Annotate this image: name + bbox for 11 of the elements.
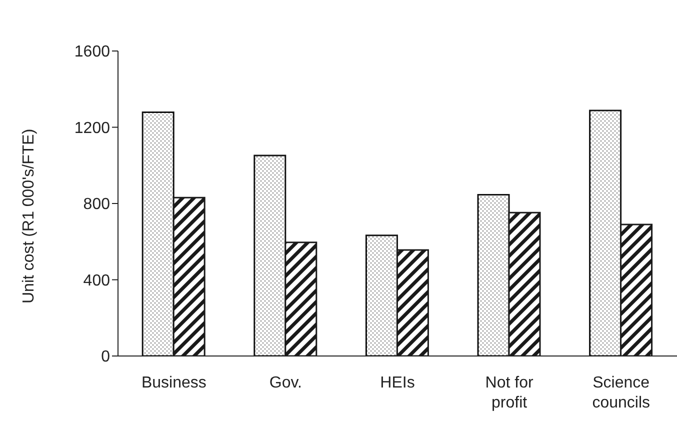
x-tick-label: Business (141, 374, 206, 392)
y-tick-label: 400 (83, 272, 110, 290)
x-tick-label: Science councils (592, 374, 650, 412)
y-tick-label: 0 (101, 348, 110, 366)
x-tick-label: Gov. (269, 374, 302, 392)
y-tick-label: 1600 (74, 44, 110, 61)
x-tick-label: Not for profit (485, 374, 534, 412)
y-tick-label: 1200 (74, 120, 110, 137)
x-tick-label: HEIs (380, 374, 415, 392)
y-axis-title: Unit cost (R1 000's/FTE) (20, 128, 38, 304)
y-tick-label: 800 (83, 196, 110, 214)
